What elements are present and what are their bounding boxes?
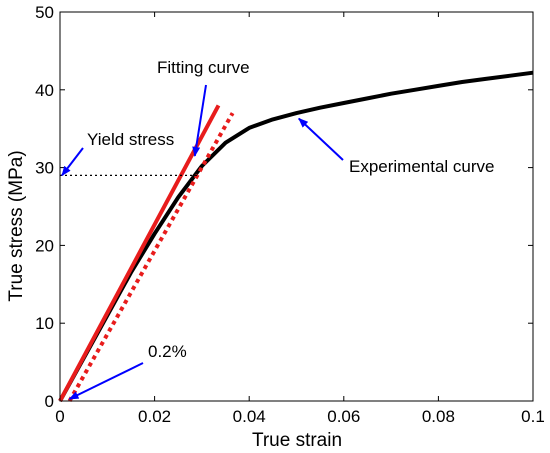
- experimental-curve-line: [58, 70, 534, 402]
- offset-0-2-percent-line: [67, 112, 235, 402]
- x-tick-label: 0: [55, 407, 64, 426]
- tick-layer: 0 0.02 0.04 0.06 0.08 0.1 0 10 20 30 40 50: [35, 3, 545, 426]
- annotation-fitting-curve-arrow: [192, 84, 207, 157]
- fitting-curve-line: [58, 104, 221, 402]
- annotation-fitting-curve: Fitting curve: [157, 58, 250, 77]
- y-tick-label: 50: [35, 3, 54, 22]
- annotation-layer: Fitting curve Yield stress Experimental …: [61, 58, 495, 400]
- x-tick-label: 0.04: [233, 407, 266, 426]
- y-tick-label: 20: [35, 236, 54, 255]
- annotation-experimental-curve-arrow: [298, 117, 344, 161]
- x-tick-label: 0.1: [521, 407, 545, 426]
- x-tick-label: 0.08: [422, 407, 455, 426]
- y-axis-title: True stress (MPa): [6, 150, 27, 301]
- annotation-yield-stress: Yield stress: [87, 130, 174, 149]
- annotation-0-2-percent: 0.2%: [148, 342, 187, 361]
- y-tick-label: 40: [35, 81, 54, 100]
- annotation-experimental-curve: Experimental curve: [349, 157, 495, 176]
- annotation-0-2-percent-arrow: [68, 362, 144, 400]
- series-layer: [58, 70, 534, 402]
- x-tick-label: 0.02: [138, 407, 171, 426]
- x-axis-title: True strain: [252, 430, 342, 451]
- y-tick-label: 10: [35, 314, 54, 333]
- y-tick-label: 0: [45, 392, 54, 411]
- annotation-yield-stress-arrow: [61, 147, 84, 177]
- plot-frame: [59, 11, 534, 402]
- y-tick-label: 30: [35, 159, 54, 178]
- x-tick-label: 0.06: [327, 407, 360, 426]
